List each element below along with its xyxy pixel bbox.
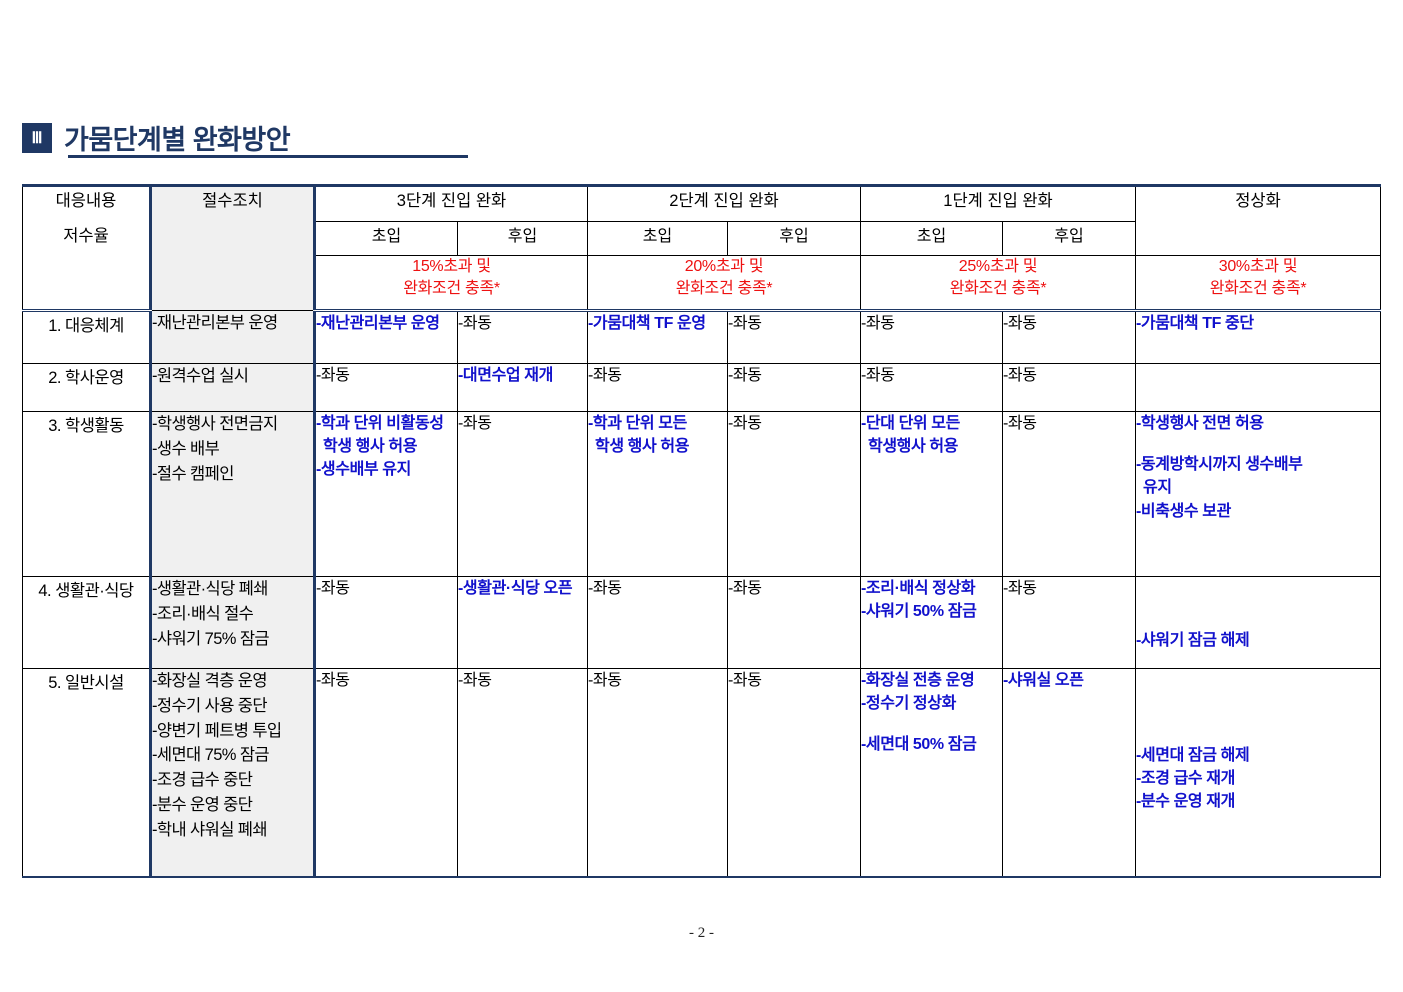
table-header-row-2: 저수율 초입 후입 초입 후입 초입 후입 bbox=[22, 221, 1381, 256]
cell-stage2-early: -학과 단위 모든 학생 행사 허용 bbox=[587, 411, 728, 577]
vertical-spacer bbox=[861, 715, 1002, 733]
condition-stage-3: 15%초과 및 완화조건 충족* bbox=[314, 255, 588, 312]
section-number-badge: Ⅲ bbox=[22, 122, 52, 153]
header-stage2-early: 초입 bbox=[587, 221, 728, 256]
row-label-dorm-cafeteria: 4. 생활관·식당 bbox=[22, 576, 151, 669]
cell-stage3-early: -학과 단위 비활동성 학생 행사 허용 -생수배부 유지 bbox=[314, 411, 458, 577]
table-row: 2. 학사운영 -원격수업 실시 -좌동 -대면수업 재개 -좌동 -좌동 -좌… bbox=[22, 363, 1381, 412]
measures-cell: -화장실 격층 운영 -정수기 사용 중단 -양변기 페트병 투입 -세면대 7… bbox=[149, 668, 316, 877]
cell-stage1-late: -좌동 bbox=[1002, 411, 1136, 577]
cell-stage1-late: -좌동 bbox=[1002, 310, 1136, 364]
cell-stage3-early: -좌동 bbox=[314, 668, 458, 877]
measures-cell: -원격수업 실시 bbox=[149, 363, 316, 412]
header-stage1-early: 초입 bbox=[860, 221, 1003, 256]
cell-stage2-early: -좌동 bbox=[587, 363, 728, 412]
cell-stage2-early: -좌동 bbox=[587, 668, 728, 877]
cell-stage3-early: -좌동 bbox=[314, 576, 458, 669]
cell-normalization bbox=[1135, 363, 1381, 412]
cell-stage2-late: -좌동 bbox=[727, 411, 861, 577]
cell-stage3-late: -좌동 bbox=[457, 411, 588, 577]
header-stage-2: 2단계 진입 완화 bbox=[587, 185, 861, 222]
header-stage3-late: 후입 bbox=[457, 221, 588, 256]
drought-mitigation-table: 대응내용 절수조치 3단계 진입 완화 2단계 진입 완화 1단계 진입 완화 … bbox=[22, 184, 1381, 878]
table-row: 4. 생활관·식당 -생활관·식당 폐쇄 -조리·배식 절수 -샤워기 75% … bbox=[22, 576, 1381, 669]
cell-stage1-early: -좌동 bbox=[860, 363, 1003, 412]
header-reservoir-rate: 저수율 bbox=[22, 221, 151, 256]
row-label-general-facility: 5. 일반시설 bbox=[22, 668, 151, 877]
page-title: Ⅲ 가뭄단계별 완화방안 bbox=[22, 118, 291, 157]
measures-cell: -재난관리본부 운영 bbox=[149, 310, 316, 364]
condition-stage-1: 25%초과 및 완화조건 충족* bbox=[860, 255, 1136, 312]
header-stage1-late: 후입 bbox=[1002, 221, 1136, 256]
header-response-content: 대응내용 bbox=[22, 185, 151, 222]
row-label-academic-affairs: 2. 학사운영 bbox=[22, 363, 151, 412]
header-stage2-late: 후입 bbox=[727, 221, 861, 256]
row-label-student-activity: 3. 학생활동 bbox=[22, 411, 151, 577]
cell-stage1-early: -조리·배식 정상화 -샤워기 50% 잠금 bbox=[860, 576, 1003, 669]
cell-stage1-late: -좌동 bbox=[1002, 363, 1136, 412]
header-stage-3: 3단계 진입 완화 bbox=[314, 185, 588, 222]
cell-stage3-late: -좌동 bbox=[457, 668, 588, 877]
cell-stage2-late: -좌동 bbox=[727, 668, 861, 877]
cell-normalization: -가뭄대책 TF 중단 bbox=[1135, 310, 1381, 364]
cell-stage1-early: -단대 단위 모든 학생행사 허용 bbox=[860, 411, 1003, 577]
vertical-spacer bbox=[1136, 435, 1380, 453]
cell-stage3-late: -생활관·식당 오픈 bbox=[457, 576, 588, 669]
measures-cell: -생활관·식당 폐쇄 -조리·배식 절수 -샤워기 75% 잠금 bbox=[149, 576, 316, 669]
condition-stage-2: 20%초과 및 완화조건 충족* bbox=[587, 255, 861, 312]
cell-stage1-early: -화장실 전층 운영 -정수기 정상화 -세면대 50% 잠금 bbox=[860, 668, 1003, 877]
cell-stage3-late: -좌동 bbox=[457, 310, 588, 364]
condition-normalization: 30%초과 및 완화조건 충족* bbox=[1135, 255, 1381, 312]
cell-stage1-early: -좌동 bbox=[860, 310, 1003, 364]
section-title-text: 가뭄단계별 완화방안 bbox=[64, 125, 291, 155]
cell-stage3-early: -좌동 bbox=[314, 363, 458, 412]
table-row: 5. 일반시설 -화장실 격층 운영 -정수기 사용 중단 -양변기 페트병 투… bbox=[22, 668, 1381, 877]
cell-normalization: -학생행사 전면 허용 -동계방학시까지 생수배부 유지 -비축생수 보관 bbox=[1135, 411, 1381, 577]
measures-cell: -학생행사 전면금지 -생수 배부 -절수 캠페인 bbox=[149, 411, 316, 577]
cell-stage1-late: -샤워실 오픈 bbox=[1002, 668, 1136, 877]
cell-stage2-late: -좌동 bbox=[727, 310, 861, 364]
title-underline bbox=[68, 155, 468, 158]
header-measures: 절수조치 bbox=[149, 185, 316, 311]
table-header-row-3: 15%초과 및 완화조건 충족* 20%초과 및 완화조건 충족* 25%초과 … bbox=[22, 255, 1381, 312]
header-stage-1: 1단계 진입 완화 bbox=[860, 185, 1136, 222]
cell-stage2-late: -좌동 bbox=[727, 576, 861, 669]
cell-normalization: -세면대 잠금 해제 -조경 급수 재개 -분수 운영 재개 bbox=[1135, 668, 1381, 877]
cell-stage2-early: -좌동 bbox=[587, 576, 728, 669]
cell-stage2-late: -좌동 bbox=[727, 363, 861, 412]
cell-stage3-late: -대면수업 재개 bbox=[457, 363, 588, 412]
table-row: 3. 학생활동 -학생행사 전면금지 -생수 배부 -절수 캠페인 -학과 단위… bbox=[22, 411, 1381, 577]
row-label-response-system: 1. 대응체계 bbox=[22, 310, 151, 364]
table-header-row-1: 대응내용 절수조치 3단계 진입 완화 2단계 진입 완화 1단계 진입 완화 … bbox=[22, 185, 1381, 311]
cell-stage2-early: -가뭄대책 TF 운영 bbox=[587, 310, 728, 364]
table-row: 1. 대응체계 -재난관리본부 운영 -재난관리본부 운영 -좌동 -가뭄대책 … bbox=[22, 310, 1381, 364]
header-stage3-early: 초입 bbox=[314, 221, 458, 256]
cell-stage1-late: -좌동 bbox=[1002, 576, 1136, 669]
header-corner-blank bbox=[22, 255, 151, 312]
page-number-footer: - 2 - bbox=[689, 925, 714, 941]
header-normalization: 정상화 bbox=[1135, 185, 1381, 256]
cell-normalization: -샤워기 잠금 해제 bbox=[1135, 576, 1381, 669]
cell-stage3-early: -재난관리본부 운영 bbox=[314, 310, 458, 364]
